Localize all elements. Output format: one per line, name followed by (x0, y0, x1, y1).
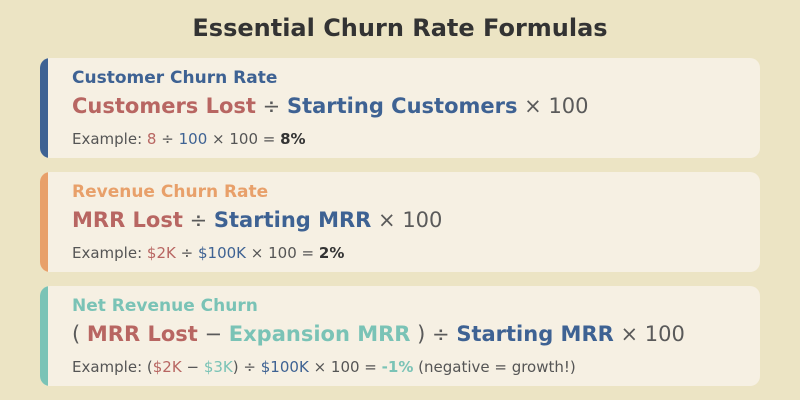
formula-operator-multiply: × 100 (620, 322, 685, 346)
formula: MRR Lost ÷ Starting MRR × 100 (72, 208, 442, 232)
example: Example: 8 ÷ 100 × 100 = 8% (72, 130, 306, 148)
example-result: -1% (381, 358, 414, 376)
card-accent-bar (40, 286, 48, 386)
formula-term-starting: Starting MRR (213, 208, 372, 232)
example-prefix: Example: ( (72, 358, 153, 376)
formula-operator-multiply: × 100 (378, 208, 443, 232)
page-title: Essential Churn Rate Formulas (192, 14, 608, 42)
formula-operator-divide: ÷ (262, 94, 281, 118)
example-value-starting: 100 (178, 130, 208, 148)
formula-operator-multiply: × 100 (524, 94, 589, 118)
example-paren-close: ) (232, 358, 239, 376)
example-note: (negative = growth!) (418, 358, 576, 376)
example-value-lost: $2K (152, 358, 182, 376)
card-accent-bar (40, 172, 48, 272)
example-operator-divide: ÷ (180, 244, 194, 262)
formula-term-expansion: Expansion MRR (228, 322, 411, 346)
example-value-starting: $100K (198, 244, 247, 262)
formula-operator-minus: − (204, 322, 223, 346)
card-title: Net Revenue Churn (72, 296, 258, 316)
example-operator-divide: ÷ (161, 130, 174, 148)
example-operator-multiply: × 100 = (212, 130, 276, 148)
formula-term-lost: MRR Lost (72, 208, 183, 232)
example: Example: ($2K − $3K) ÷ $100K × 100 = -1%… (72, 358, 576, 376)
example-value-expansion: $3K (203, 358, 233, 376)
example-value-lost: $2K (146, 244, 176, 262)
example-operator-multiply: × 100 = (250, 244, 315, 262)
example-value-lost: 8 (146, 130, 157, 148)
revenue-churn-card: Revenue Churn Rate MRR Lost ÷ Starting M… (40, 172, 760, 272)
example-operator-divide: ÷ (243, 358, 256, 376)
formula-paren-open: ( (72, 322, 81, 346)
formula-term-lost: MRR Lost (86, 322, 198, 346)
example-operator-minus: − (186, 358, 200, 376)
formula-paren-close: ) (417, 322, 426, 346)
card-accent-bar (40, 58, 48, 158)
card-title: Customer Churn Rate (72, 68, 278, 88)
card-title: Revenue Churn Rate (72, 182, 269, 202)
formula: ( MRR Lost − Expansion MRR ) ÷ Starting … (72, 322, 685, 346)
example-operator-multiply: × 100 = (313, 358, 377, 376)
example-result: 8% (280, 130, 306, 148)
formula-operator-divide: ÷ (432, 322, 450, 346)
example-result: 2% (318, 244, 345, 262)
formula-term-starting: Starting MRR (456, 322, 614, 346)
net-revenue-churn-card: Net Revenue Churn ( MRR Lost − Expansion… (40, 286, 760, 386)
example-prefix: Example: (72, 130, 143, 148)
customer-churn-card: Customer Churn Rate Customers Lost ÷ Sta… (40, 58, 760, 158)
formula: Customers Lost ÷ Starting Customers × 10… (72, 94, 589, 118)
example: Example: $2K ÷ $100K × 100 = 2% (72, 244, 344, 262)
formula-term-lost: Customers Lost (72, 94, 256, 118)
example-value-starting: $100K (260, 358, 309, 376)
formula-operator-divide: ÷ (189, 208, 208, 232)
formula-term-starting: Starting Customers (286, 94, 518, 118)
example-prefix: Example: (72, 244, 143, 262)
